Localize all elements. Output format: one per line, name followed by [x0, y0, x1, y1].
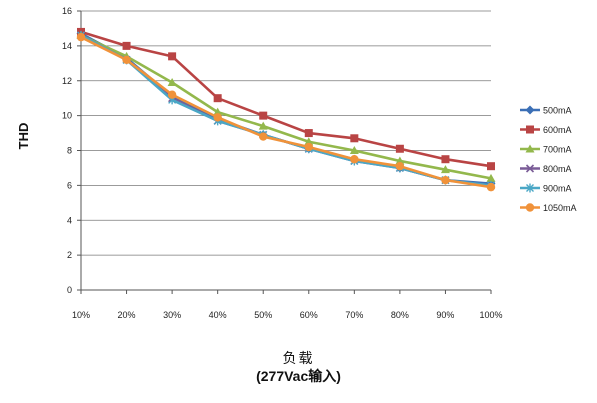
legend-entry: 600mA: [520, 125, 572, 135]
x-tick-label: 30%: [163, 310, 181, 320]
y-tick-label: 8: [67, 146, 72, 156]
legend-label: 700mA: [543, 145, 572, 155]
y-axis-label: THD: [16, 123, 31, 150]
data-point: [349, 146, 359, 154]
x-tick-label: 70%: [345, 310, 363, 320]
x-axis-label: 负载: [282, 351, 315, 367]
y-tick-label: 16: [62, 6, 72, 16]
grid-lines: [77, 10, 492, 294]
legend-marker: [526, 125, 534, 134]
data-point: [168, 52, 177, 61]
series-group: [76, 27, 496, 192]
legend-marker: [526, 183, 534, 193]
data-point: [122, 55, 131, 65]
data-point: [350, 134, 359, 143]
y-tick-label: 10: [62, 111, 72, 121]
x-axis-label-subtitle: (277Vac输入): [256, 368, 341, 384]
x-tick-labels: 10% 20% 30% 40% 50% 60% 70% 80% 90% 100%: [72, 310, 503, 320]
data-point: [395, 144, 404, 153]
legend-label: 600mA: [543, 125, 572, 135]
legend-label: 900mA: [543, 184, 572, 194]
y-tick-labels: 0 2 4 6 8 10 12 14 16: [62, 6, 72, 295]
data-point: [76, 32, 86, 42]
data-point: [167, 77, 177, 86]
legend-marker: [525, 105, 535, 115]
data-point: [486, 182, 496, 192]
x-tick-label: 40%: [209, 310, 227, 320]
data-point: [259, 111, 268, 120]
x-tick-label: 80%: [391, 310, 409, 320]
y-tick-label: 6: [67, 180, 72, 190]
x-tick-label: 20%: [118, 310, 136, 320]
series-1050mA: [76, 32, 496, 192]
x-tick-label: 60%: [300, 310, 318, 320]
data-point: [304, 142, 313, 152]
legend-entry: 500mA: [520, 105, 572, 116]
legend: 500mA 600mA 700mA 800mA 900mA 1050mA: [520, 105, 577, 213]
data-point: [441, 155, 450, 164]
series-800mA: [76, 31, 496, 190]
series-700mA: [76, 30, 496, 182]
data-point: [350, 155, 359, 164]
data-point: [440, 165, 450, 174]
data-point: [213, 107, 223, 116]
x-tick-label: 90%: [436, 310, 454, 320]
data-point: [122, 41, 131, 50]
data-point: [304, 137, 314, 146]
series-line: [80, 35, 492, 189]
legend-entry: 700mA: [520, 144, 572, 155]
legend-label: 1050mA: [543, 203, 577, 213]
series-line: [80, 34, 492, 187]
y-tick-label: 0: [67, 285, 72, 295]
x-tick-label: 10%: [72, 310, 90, 320]
data-point: [486, 173, 496, 182]
legend-entry: 800mA: [520, 164, 572, 174]
data-point: [395, 156, 405, 165]
x-tick-label: 100%: [479, 310, 502, 320]
data-point: [487, 162, 495, 171]
series-line: [80, 32, 492, 185]
data-point: [395, 161, 405, 171]
legend-marker: [525, 144, 535, 153]
series-line: [80, 34, 492, 180]
data-point: [213, 113, 222, 122]
data-point: [167, 90, 177, 99]
legend-entry: 1050mA: [520, 203, 577, 213]
data-point: [258, 121, 268, 130]
y-tick-label: 14: [62, 41, 72, 51]
y-tick-label: 12: [62, 76, 72, 86]
data-point: [304, 129, 313, 138]
series-line: [80, 34, 492, 187]
legend-marker: [525, 164, 535, 173]
legend-label: 800mA: [543, 164, 572, 174]
x-tick-label: 50%: [254, 310, 272, 320]
legend-entry: 900mA: [520, 183, 572, 194]
series-600mA: [77, 27, 495, 171]
y-tick-label: 4: [67, 215, 72, 225]
legend-marker: [525, 203, 535, 212]
data-point: [441, 175, 450, 185]
series-500mA: [76, 29, 496, 189]
data-point: [259, 132, 268, 141]
y-tick-label: 2: [67, 250, 72, 260]
data-point: [213, 94, 222, 103]
series-line: [80, 30, 492, 168]
legend-label: 500mA: [543, 106, 572, 116]
